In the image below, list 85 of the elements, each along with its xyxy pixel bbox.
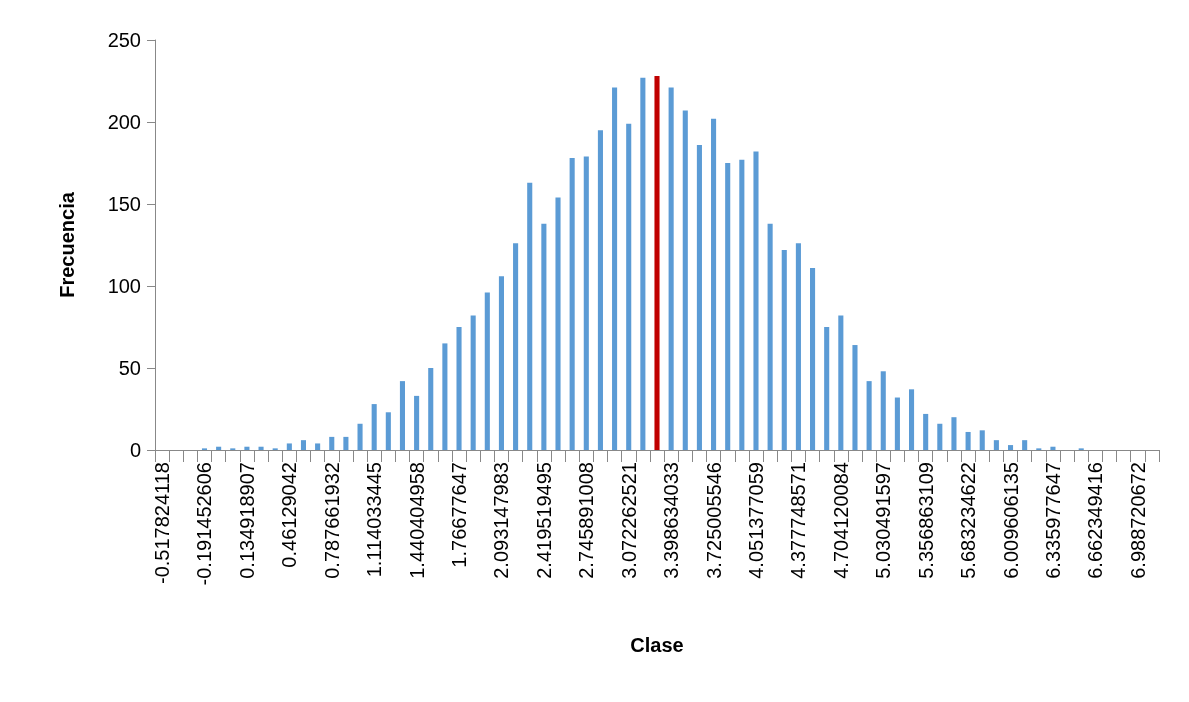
x-tick-label: 2.419519495 <box>532 462 555 579</box>
y-tick-label: 0 <box>129 439 141 461</box>
bar <box>937 423 943 450</box>
bar <box>739 159 745 450</box>
bar <box>866 381 872 450</box>
bar <box>329 436 335 450</box>
x-tick-label: 3.398634033 <box>660 462 683 579</box>
y-axis-title: Frecuencia <box>56 191 78 298</box>
x-tick-label: 4.051377059 <box>744 462 767 579</box>
bar <box>498 276 504 450</box>
x-tick-label: 5.356863109 <box>914 462 937 579</box>
bar <box>838 315 844 450</box>
x-tick-label: 0.46129042 <box>278 462 301 568</box>
y-tick-label: 50 <box>118 357 141 379</box>
bar <box>456 327 462 450</box>
bar <box>852 345 858 450</box>
bar <box>696 144 702 450</box>
y-tick-label: 150 <box>107 193 141 215</box>
bar <box>1022 440 1028 450</box>
x-tick-label: 1.76677647 <box>448 462 471 568</box>
bar <box>470 315 476 450</box>
bar <box>668 87 674 450</box>
x-tick-label: 2.093147983 <box>490 462 513 579</box>
bar <box>951 417 957 450</box>
bar <box>654 76 660 450</box>
bar <box>795 243 801 450</box>
x-tick-label: 0.134918907 <box>235 462 258 579</box>
bar <box>414 395 420 450</box>
bar <box>923 413 929 450</box>
x-tick-label: 6.988720672 <box>1126 462 1149 579</box>
bar <box>357 423 363 450</box>
x-tick-label: 1.114033445 <box>363 462 386 578</box>
x-tick-label: -0.517824118 <box>151 462 174 584</box>
bar <box>626 123 632 450</box>
x-tick-label: -0.191452606 <box>193 462 216 586</box>
bar <box>810 267 816 450</box>
y-tick-label: 200 <box>107 111 141 133</box>
x-tick-label: 4.704120084 <box>829 462 852 579</box>
bar <box>979 430 985 450</box>
bar <box>583 156 589 450</box>
bar <box>880 371 886 450</box>
x-tick-label: 5.683234622 <box>957 462 980 579</box>
x-tick-label: 3.725005546 <box>702 462 725 579</box>
bar <box>1007 445 1014 450</box>
x-axis-title: Clase <box>630 634 684 656</box>
x-tick-label: 6.335977647 <box>1041 462 1064 579</box>
bar <box>612 87 618 450</box>
bar <box>640 77 646 450</box>
bar <box>908 389 915 450</box>
x-tick-label: 2.745891008 <box>575 462 598 579</box>
bar <box>541 223 547 450</box>
x-tick-label: 4.377748571 <box>787 462 810 579</box>
bar <box>555 197 561 450</box>
bar <box>399 381 406 450</box>
x-tick-label: 1.440404958 <box>405 462 428 579</box>
bar <box>442 343 448 450</box>
y-tick-label: 250 <box>107 29 141 51</box>
bar <box>484 292 490 450</box>
bar <box>781 249 787 450</box>
bar <box>343 436 349 450</box>
x-tick-label: 3.072262521 <box>617 462 640 579</box>
bar <box>428 368 434 450</box>
bar <box>385 412 391 450</box>
bar <box>682 110 688 450</box>
bar <box>597 130 603 450</box>
bar <box>315 443 321 450</box>
bar <box>993 440 999 450</box>
bar <box>753 151 759 450</box>
bar <box>300 440 307 450</box>
bar <box>725 163 731 450</box>
y-tick-label: 100 <box>107 275 141 297</box>
bar <box>527 182 533 450</box>
bar <box>286 443 292 450</box>
bar <box>965 431 971 450</box>
bar <box>894 397 900 450</box>
bar <box>711 118 717 450</box>
bar <box>767 223 773 450</box>
bar <box>513 243 519 450</box>
x-tick-label: 6.009606135 <box>999 462 1022 579</box>
x-tick-label: 0.787661932 <box>320 462 343 579</box>
x-tick-label: 6.662349416 <box>1084 462 1107 579</box>
bar <box>371 404 377 450</box>
bar <box>569 158 575 450</box>
bar <box>824 327 830 450</box>
x-tick-label: 5.030491597 <box>872 462 895 579</box>
